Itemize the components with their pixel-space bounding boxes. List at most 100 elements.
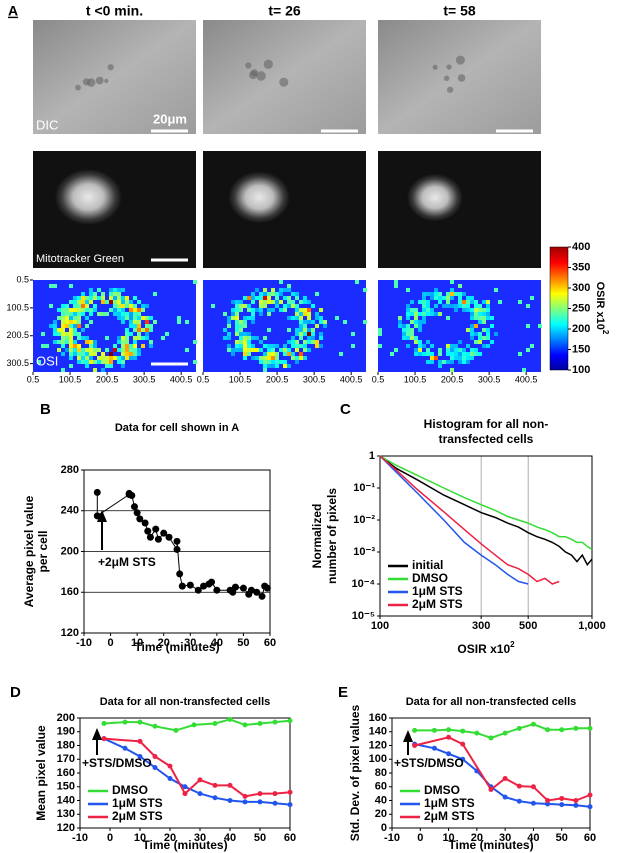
heatmap-pixel xyxy=(77,348,81,352)
heatmap-pixel xyxy=(243,296,247,300)
heatmap-pixel xyxy=(418,312,422,316)
heatmap-pixel xyxy=(291,300,295,304)
heatmap-pixel xyxy=(227,336,231,340)
heatmap-pixel xyxy=(239,304,243,308)
plot-frame xyxy=(83,469,271,634)
heatmap-pixel xyxy=(295,340,299,344)
heatmap-pixel xyxy=(161,336,165,340)
heatmap-pixel xyxy=(303,344,307,348)
heatmap-pixel xyxy=(434,296,438,300)
heatmap-pixel xyxy=(275,300,279,304)
heatmap-pixel xyxy=(109,352,113,356)
heatmap-pixel xyxy=(303,296,307,300)
heatmap-pixel xyxy=(133,340,137,344)
heatmap-pixel xyxy=(414,324,418,328)
heatmap-pixel xyxy=(149,324,153,328)
heatmap-pixel xyxy=(251,348,255,352)
heatmap-pixel xyxy=(450,360,454,364)
heatmap-pixel xyxy=(291,304,295,308)
data-line xyxy=(103,718,291,732)
row-label: OSI xyxy=(36,353,58,368)
heatmap-pixel xyxy=(121,316,125,320)
heatmap-pixel xyxy=(93,360,97,364)
heatmap-pixel xyxy=(231,348,235,352)
heatmap-pixel xyxy=(117,288,121,292)
heatmap-pixel xyxy=(113,288,117,292)
heatmap-pixel xyxy=(398,316,402,320)
heatmap-pixel xyxy=(101,360,105,364)
data-point xyxy=(167,763,173,769)
heatmap-pixel xyxy=(239,336,243,340)
heatmap-pixel xyxy=(263,356,267,360)
data-point xyxy=(272,791,278,797)
x-tick-label: 50 xyxy=(556,832,568,844)
heatmap-pixel xyxy=(418,320,422,324)
data-point xyxy=(530,800,536,806)
heatmap-pixel xyxy=(319,316,323,320)
heatmap-pixel xyxy=(125,332,129,336)
heatmap-pixel xyxy=(299,312,303,316)
heatmap-pixel xyxy=(422,300,426,304)
heatmap-pixel xyxy=(311,304,315,308)
data-point xyxy=(545,801,551,807)
data-point xyxy=(213,586,221,594)
heatmap-pixel xyxy=(85,336,89,340)
heatmap-pixel xyxy=(73,304,77,308)
heatmap-pixel xyxy=(446,348,450,352)
heatmap-pixel xyxy=(538,324,542,328)
heatmap-pixel xyxy=(109,296,113,300)
heatmap-pixel xyxy=(259,304,263,308)
heatmap-pixel xyxy=(81,348,85,352)
y-tick-label: 150 xyxy=(57,781,75,793)
heatmap-pixel xyxy=(259,292,263,296)
heatmap-pixel xyxy=(235,328,239,332)
heatmap-pixel xyxy=(295,348,299,352)
heatmap-pixel xyxy=(458,352,462,356)
heatmap-pixel xyxy=(422,304,426,308)
heatmap-pixel xyxy=(81,312,85,316)
data-point xyxy=(516,783,522,789)
data-point xyxy=(133,509,141,517)
heatmap-pixel xyxy=(522,368,526,372)
heatmap-pixel xyxy=(526,304,530,308)
heatmap-pixel xyxy=(378,344,382,348)
heatmap-pixel xyxy=(291,316,295,320)
heatmap-pixel xyxy=(121,288,125,292)
y-tick-label: 10⁻⁴ xyxy=(352,578,375,590)
heatmap-pixel xyxy=(129,348,133,352)
data-line xyxy=(379,455,560,585)
heatmap-pixel xyxy=(121,360,125,364)
heatmap-pixel xyxy=(77,352,81,356)
heatmap-pixel xyxy=(307,312,311,316)
x-tick-label: 400.5 xyxy=(515,374,538,384)
heatmap-pixel xyxy=(418,340,422,344)
heatmap-pixel xyxy=(117,356,121,360)
heatmap-pixel xyxy=(474,308,478,312)
data-point xyxy=(137,738,143,744)
heatmap-pixel xyxy=(446,344,450,348)
heatmap-pixel xyxy=(53,320,57,324)
x-tick-label: 0 xyxy=(108,637,114,649)
data-point xyxy=(502,794,508,800)
heatmap-pixel xyxy=(109,356,113,360)
heatmap-pixel xyxy=(223,336,227,340)
heatmap-pixel xyxy=(482,312,486,316)
dic-texture xyxy=(107,64,114,71)
x-axis-label-text: Time (minutes) xyxy=(142,838,227,852)
x-tick-label: -10 xyxy=(384,832,400,844)
x-axis-label: Time (minutes) xyxy=(134,640,219,654)
heatmap-pixel xyxy=(446,292,450,296)
heatmap-pixel xyxy=(133,324,137,328)
data-point xyxy=(227,782,233,788)
heatmap-pixel xyxy=(145,304,149,308)
heatmap-pixel xyxy=(271,288,275,292)
heatmap-pixel xyxy=(125,328,129,332)
heatmap-pixel xyxy=(165,332,169,336)
heatmap-pixel xyxy=(458,360,462,364)
heatmap-pixel xyxy=(474,332,478,336)
heatmap-pixel xyxy=(149,344,153,348)
heatmap-pixel xyxy=(267,312,271,316)
heatmap-pixel xyxy=(145,324,149,328)
heatmap-pixel xyxy=(446,360,450,364)
heatmap-pixel xyxy=(65,332,69,336)
